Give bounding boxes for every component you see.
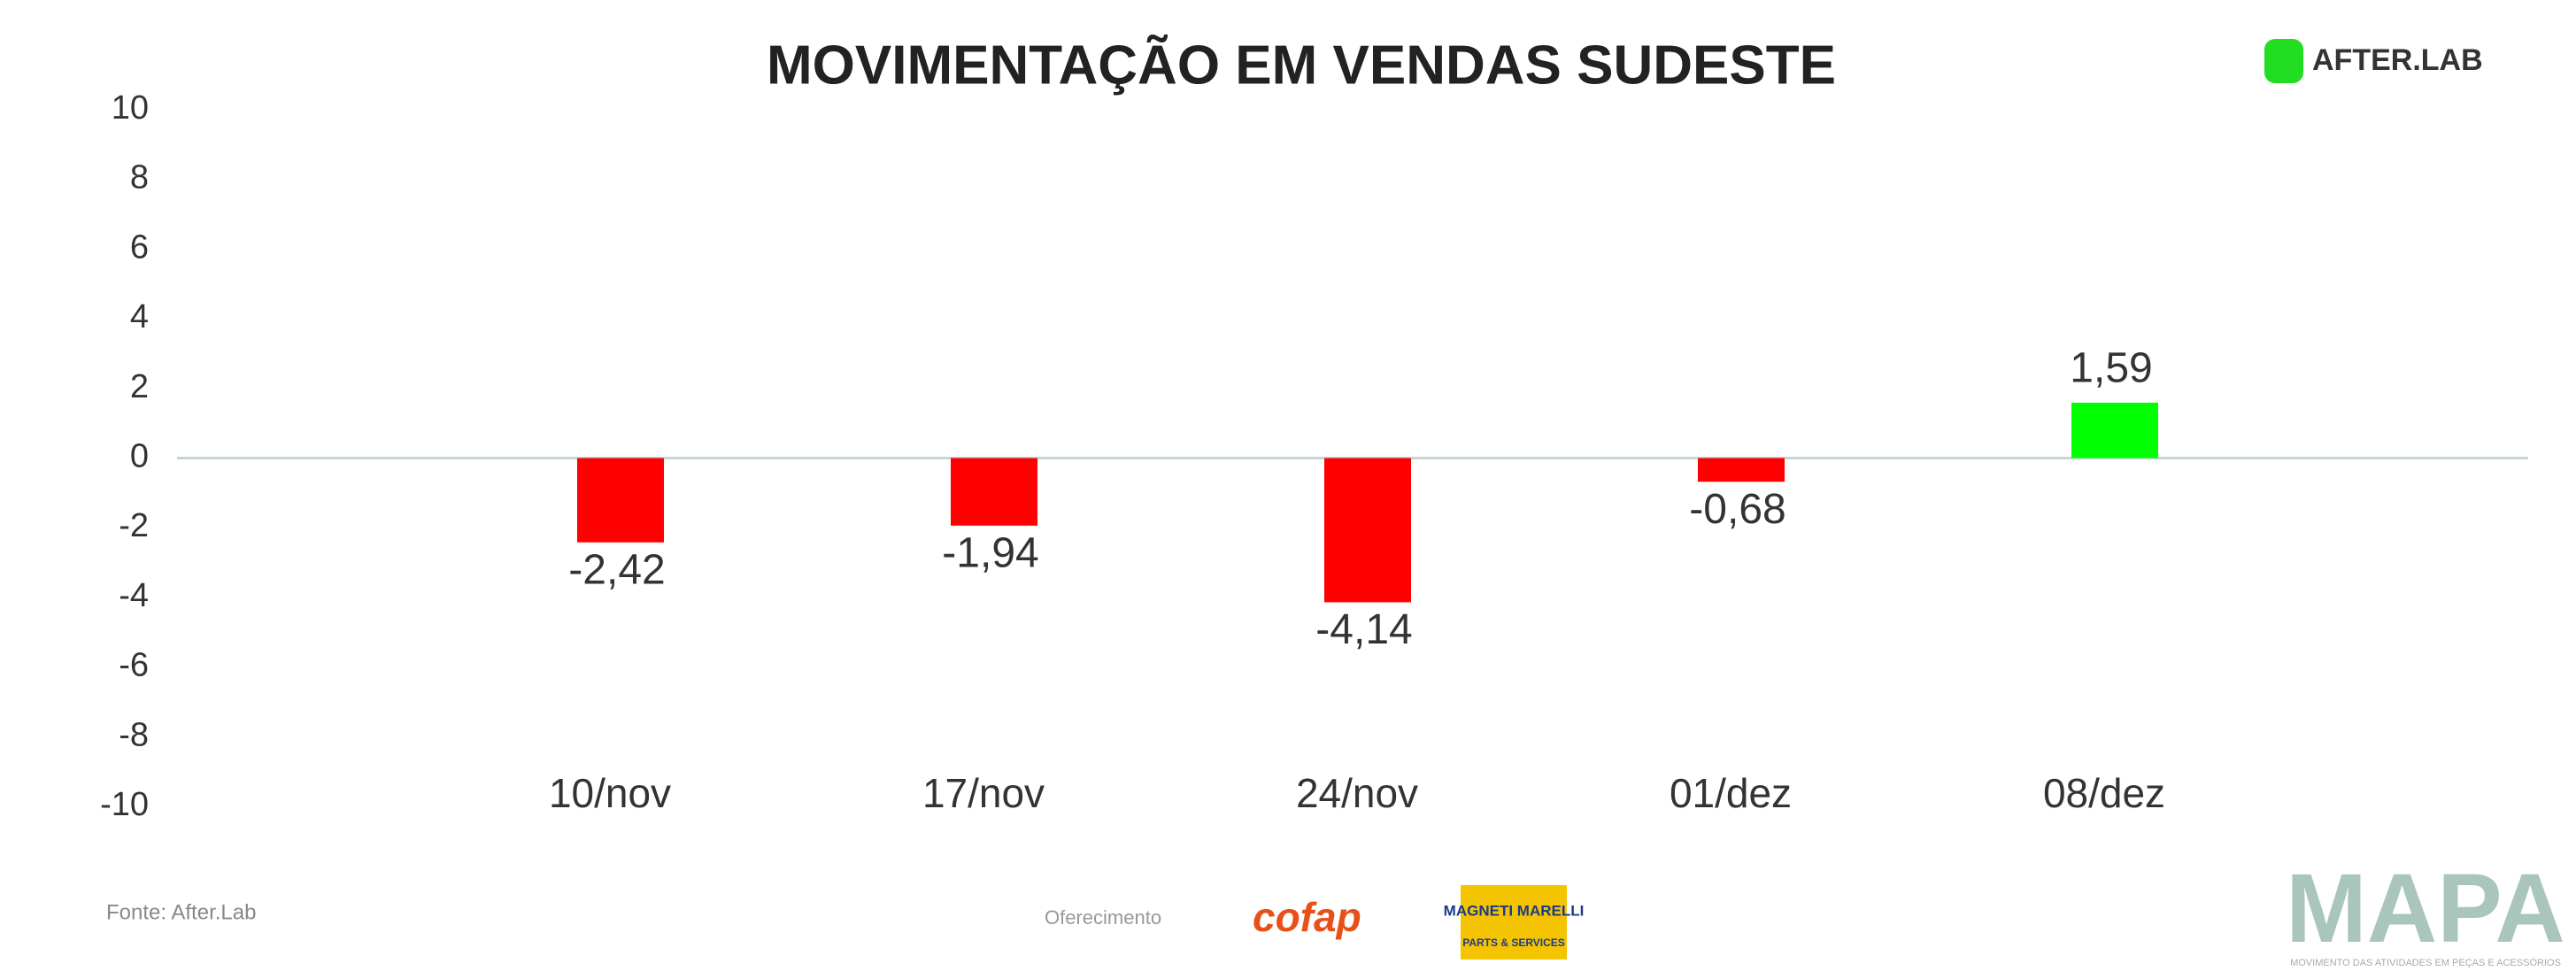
footer-tagline: MOVIMENTO DAS ATIVIDADES EM PEÇAS E ACES… — [2290, 957, 2561, 968]
sponsor-magneti-box — [1461, 885, 1567, 959]
value-label: -2,42 — [568, 546, 665, 593]
y-tick-label: -10 — [100, 786, 149, 823]
bar — [951, 458, 1037, 526]
x-tick-label: 10/nov — [549, 770, 671, 816]
value-label: -0,68 — [1689, 486, 1785, 533]
brand-logo: AFTER.LAB — [2264, 39, 2483, 83]
bar — [577, 458, 664, 543]
value-label: -1,94 — [942, 530, 1038, 577]
y-tick-label: 10 — [112, 89, 149, 127]
sponsor-label: Oferecimento — [1045, 906, 1161, 929]
y-tick-label: 2 — [130, 368, 149, 405]
x-tick-label: 01/dez — [1670, 770, 1792, 816]
y-tick-label: 0 — [130, 438, 149, 475]
sponsor-magneti-sub: PARTS & SERVICES — [1462, 936, 1565, 949]
bar — [1698, 458, 1785, 482]
y-tick-label: 6 — [130, 228, 149, 266]
y-tick-label: -2 — [119, 507, 149, 544]
value-label: -4,14 — [1315, 606, 1412, 653]
x-tick-label: 17/nov — [922, 770, 1045, 816]
x-tick-label: 24/nov — [1296, 770, 1418, 816]
sponsor-cofap: cofap — [1253, 894, 1361, 940]
value-label: 1,59 — [2070, 345, 2152, 392]
source: Fonte: After.Lab — [106, 900, 256, 924]
y-tick-label: -8 — [119, 716, 149, 753]
y-tick-label: -4 — [119, 577, 149, 614]
bar — [2071, 402, 2158, 459]
bar — [1324, 458, 1411, 603]
y-tick-label: 4 — [130, 298, 149, 335]
brand-icon — [2264, 39, 2303, 83]
sponsor-magneti: MAGNETI MARELLI — [1444, 902, 1585, 919]
brand-name: AFTER.LAB — [2312, 43, 2483, 77]
y-tick-label: 8 — [130, 159, 149, 197]
x-tick-label: 08/dez — [2043, 770, 2165, 816]
y-tick-label: -6 — [119, 647, 149, 684]
footer-logo: MAPA — [2286, 854, 2565, 963]
chart-title: MOVIMENTAÇÃO EM VENDAS SUDESTE — [767, 35, 1836, 96]
